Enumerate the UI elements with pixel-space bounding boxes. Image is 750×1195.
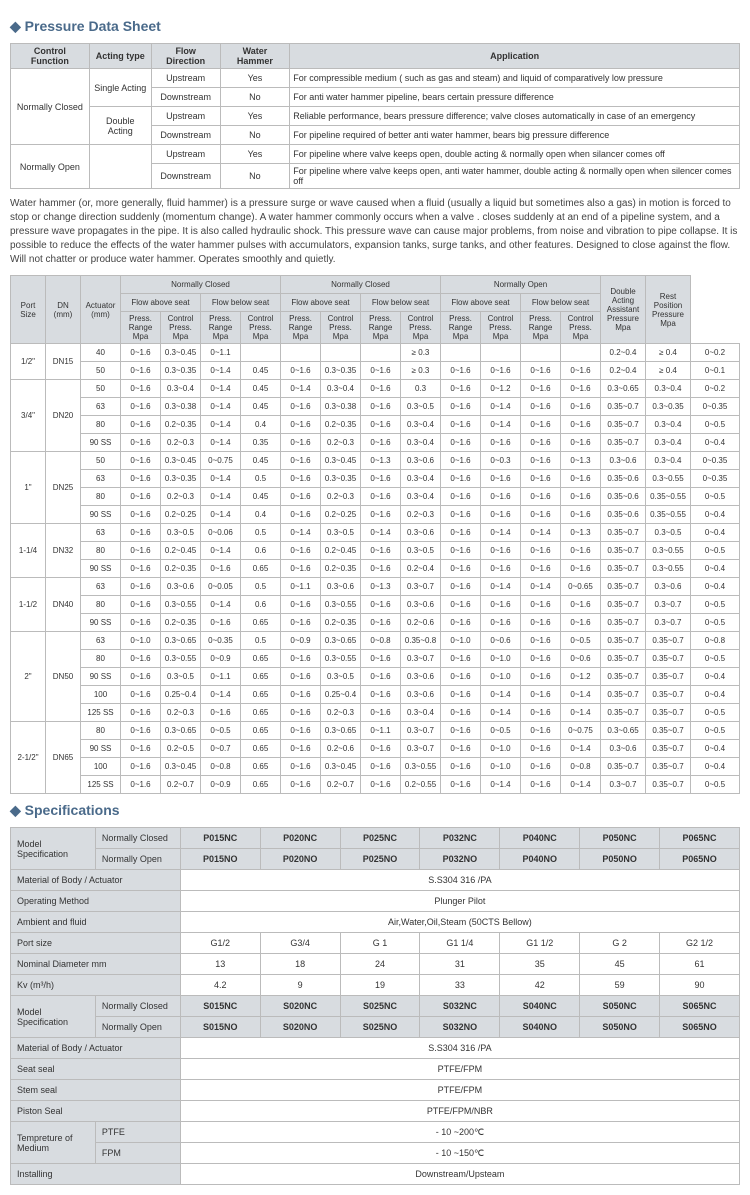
t1-header: Control Function (11, 44, 90, 69)
t1-header: Application (290, 44, 740, 69)
t1-header: Acting type (89, 44, 151, 69)
t1-header: Water Hammer (220, 44, 290, 69)
pressure-data-table: Port SizeDN (mm)Actuator (mm)Normally Cl… (10, 275, 740, 794)
pressure-app-table: Control FunctionActing typeFlow Directio… (10, 43, 740, 189)
specs-title: Specifications (10, 802, 740, 819)
pressure-title: Pressure Data Sheet (10, 18, 740, 35)
t1-header: Flow Direction (151, 44, 220, 69)
specifications-table: ModelSpecificationNormally ClosedP015NCP… (10, 827, 740, 1185)
description-text: Water hammer (or, more generally, fluid … (10, 197, 740, 267)
